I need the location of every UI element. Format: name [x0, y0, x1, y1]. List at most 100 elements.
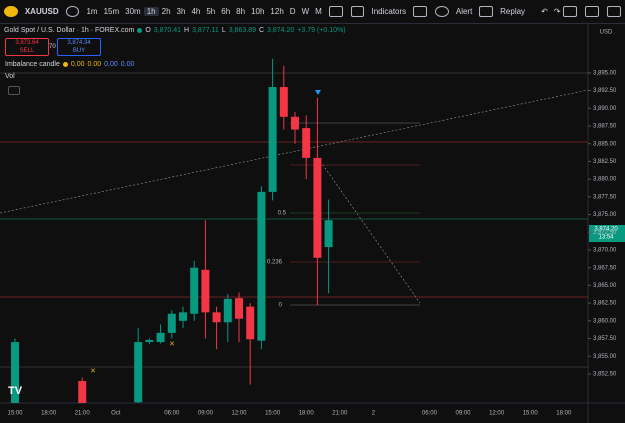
- candle-body: [167, 313, 176, 333]
- chart: 0.5 0.236 0 × × USD 3,874.20 13:54 TV 3,…: [0, 24, 625, 423]
- interval-button[interactable]: M: [315, 7, 322, 16]
- indicator-value: 0.00: [120, 61, 135, 68]
- symbol[interactable]: XAUUSD: [24, 7, 59, 16]
- interval-button[interactable]: 4h: [191, 7, 201, 16]
- interval-button[interactable]: 10h: [251, 7, 265, 16]
- candle-body: [190, 267, 199, 314]
- indicator-value: 0.00: [87, 61, 102, 68]
- sell-label: SELL: [19, 48, 35, 54]
- y-tick-label: 3,890.00: [593, 106, 617, 112]
- ohlc-key: O: [145, 27, 151, 34]
- interval-button[interactable]: 6h: [221, 7, 231, 16]
- x-tick-label: 15:00: [523, 411, 539, 417]
- collapse-button[interactable]: [8, 86, 20, 95]
- signal-cross: ×: [169, 338, 174, 348]
- countdown: 13:54: [598, 235, 614, 241]
- last-price-tag: [589, 225, 625, 242]
- buy-button[interactable]: 3,874.34 BUY: [57, 38, 101, 56]
- x-tick-label: Oct: [111, 411, 121, 417]
- x-tick-label: 2: [372, 411, 376, 417]
- volume-label: Vol: [5, 73, 15, 80]
- layout[interactable]: [413, 6, 428, 17]
- interval-button[interactable]: 30m: [125, 7, 141, 16]
- signal-arrow: [315, 90, 321, 95]
- y-tick-label: 3,862.50: [593, 301, 617, 307]
- candle-body: [268, 87, 277, 192]
- interval-button[interactable]: 1h: [143, 7, 159, 16]
- trend-line: [317, 157, 421, 304]
- candle-body: [246, 306, 255, 340]
- buy-price: 3,874.34: [67, 40, 91, 46]
- y-tick-label: 3,880.00: [593, 177, 617, 183]
- candle-body: [291, 116, 299, 130]
- x-tick-label: 12:00: [231, 411, 247, 417]
- x-tick-label: 18:00: [299, 411, 315, 417]
- y-tick-label: 3,875.00: [593, 212, 617, 218]
- fib-label: 0: [279, 303, 283, 309]
- y-tick-label: 3,872.50: [593, 230, 617, 236]
- candle-body: [257, 191, 266, 341]
- candle-body: [223, 298, 232, 323]
- interval-button[interactable]: W: [301, 7, 310, 16]
- indicator-name[interactable]: Imbalance candle: [5, 61, 60, 68]
- ohlc: O 3,870.41 H 3,877.11 L 3,863.89 C 3,874.20: [145, 27, 294, 34]
- y-tick-label: 3,857.50: [593, 336, 617, 342]
- alert-icon: [435, 6, 449, 17]
- candle-body: [145, 339, 154, 343]
- interval-button[interactable]: 12h: [270, 7, 284, 16]
- y-tick-label: 3,865.00: [593, 283, 617, 289]
- alert-button[interactable]: Alert: [455, 7, 473, 16]
- candle-type[interactable]: [328, 6, 343, 17]
- indicators-icon: [350, 6, 365, 17]
- series-title: Gold Spot / U.S. Dollar · 1h · FOREX.com: [4, 27, 135, 34]
- ohlc-value: 3,863.89: [228, 27, 256, 34]
- y-tick-label: 3,852.50: [593, 372, 617, 378]
- tv-logo: TV: [8, 385, 23, 397]
- indicators-button[interactable]: Indicators: [371, 7, 407, 16]
- ohlc-value: 3,877.11: [192, 27, 219, 34]
- y-tick-label: 3,877.50: [593, 194, 617, 200]
- intervals: 1m 15m 30m 1h 2h 3h 4h 5h 6h 8h 10h 12h D W M: [83, 7, 324, 16]
- camera[interactable]: [607, 6, 621, 17]
- x-tick-label: 15:00: [265, 411, 281, 417]
- interval-button[interactable]: 8h: [236, 7, 246, 16]
- candle-body: [156, 332, 165, 343]
- candle-body: [324, 220, 333, 248]
- add-symbol[interactable]: [65, 6, 80, 17]
- candle-body: [235, 298, 243, 319]
- fib-label: 0.5: [278, 211, 287, 217]
- interval-button[interactable]: 5h: [206, 7, 216, 16]
- ohlc-key: C: [258, 27, 265, 34]
- ohlc-key: L: [221, 27, 226, 34]
- candle-body: [302, 128, 311, 158]
- sell-button[interactable]: 3,873.64 SELL: [5, 38, 49, 56]
- interval-button[interactable]: 15m: [103, 7, 120, 16]
- sell-price: 3,873.64: [15, 40, 39, 46]
- ohlc-key: H: [184, 27, 190, 34]
- candle-body: [313, 157, 322, 258]
- search[interactable]: [563, 6, 578, 17]
- candle-body: [179, 312, 187, 321]
- signal-cross: ×: [90, 365, 95, 375]
- replay-button[interactable]: Replay: [500, 7, 526, 16]
- interval-button[interactable]: 2h: [161, 7, 171, 16]
- interval-button[interactable]: 1m: [86, 7, 98, 16]
- ohlc-value: 3,870.41: [153, 27, 182, 34]
- indicator-value: 0.00: [70, 61, 85, 68]
- x-tick-label: 06:00: [422, 411, 438, 417]
- trend-line: [0, 89, 589, 214]
- interval-button[interactable]: D: [289, 7, 296, 16]
- symbol-icon: [4, 6, 18, 17]
- replay-icon: [479, 6, 494, 17]
- legend-row: Gold Spot / U.S. Dollar · 1h · FOREX.com…: [4, 27, 346, 34]
- y-tick-label: 3,895.00: [593, 70, 617, 76]
- redo[interactable]: ↷: [553, 7, 561, 16]
- fullscreen[interactable]: [585, 6, 600, 17]
- spread: 70: [49, 44, 56, 50]
- undo[interactable]: ↶: [541, 7, 548, 16]
- y-tick-label: 3,882.50: [593, 159, 617, 165]
- candle-body: [11, 342, 19, 403]
- interval-button[interactable]: 3h: [176, 7, 186, 16]
- ohlc-value: 3,874.20: [267, 27, 295, 34]
